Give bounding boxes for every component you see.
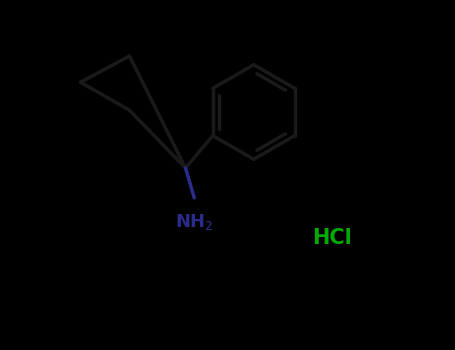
Text: HCl: HCl xyxy=(313,228,352,248)
Text: NH$_2$: NH$_2$ xyxy=(175,212,213,232)
